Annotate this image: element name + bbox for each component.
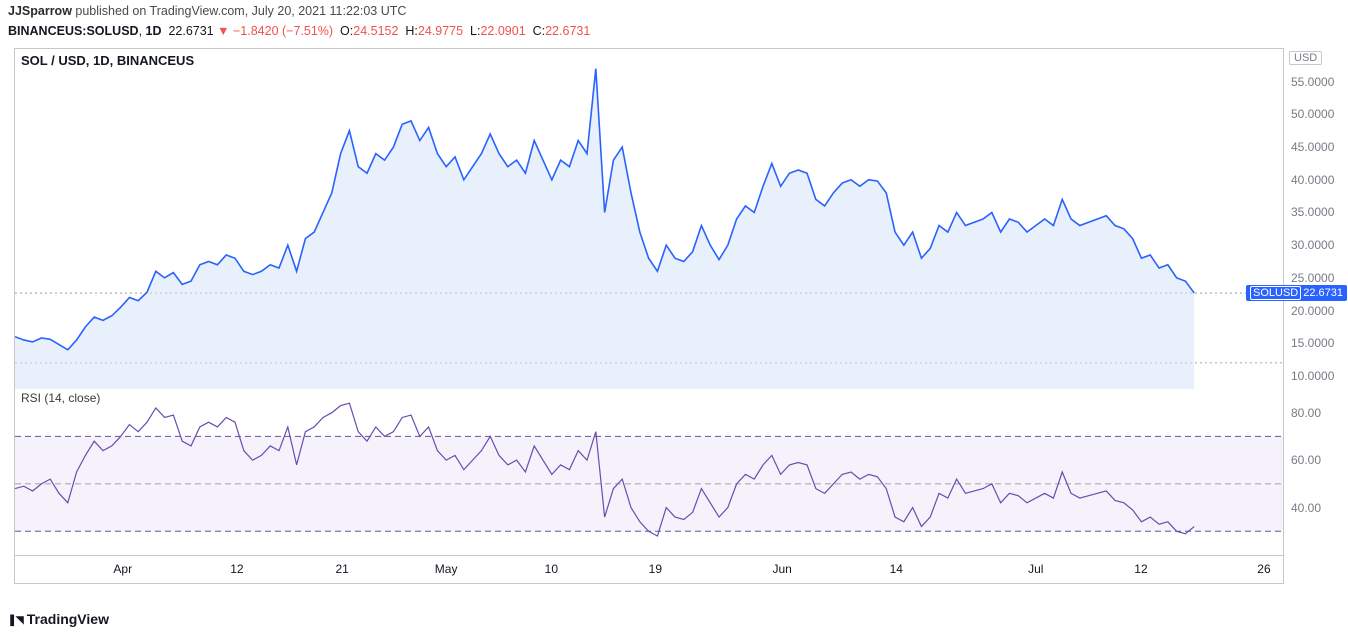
interval: 1D	[146, 24, 162, 38]
date-tick: May	[435, 562, 458, 576]
y-tick: 20.0000	[1291, 304, 1334, 318]
rsi-y-tick: 60.00	[1291, 453, 1321, 467]
date-tick: Jun	[772, 562, 791, 576]
rsi-panel[interactable]: RSI (14, close) 40.0060.0080.00	[15, 389, 1283, 555]
price-area-chart	[15, 49, 1283, 389]
rsi-y-tick: 80.00	[1291, 406, 1321, 420]
flag-value: 22.6731	[1303, 287, 1343, 299]
close-value: 22.6731	[545, 24, 590, 38]
flag-symbol: SOLUSD	[1250, 286, 1301, 300]
publish-line: JJSparrow published on TradingView.com, …	[8, 4, 406, 18]
change-pct: (−7.51%)	[282, 24, 333, 38]
y-tick: 15.0000	[1291, 336, 1334, 350]
open-value: 24.5152	[353, 24, 398, 38]
date-tick: 12	[230, 562, 243, 576]
logo-icon: ❚◥	[8, 612, 23, 628]
currency-badge: USD	[1289, 51, 1322, 65]
date-tick: 21	[335, 562, 348, 576]
last-price: 22.6731	[168, 24, 213, 38]
rsi-y-tick: 40.00	[1291, 501, 1321, 515]
y-tick: 30.0000	[1291, 238, 1334, 252]
logo-text: TradingView	[27, 611, 109, 627]
y-tick: 45.0000	[1291, 140, 1334, 154]
publisher-name: JJSparrow	[8, 4, 72, 18]
rsi-y-axis: 40.00 60.00 80.00	[1287, 389, 1343, 555]
rsi-panel-title: RSI (14, close)	[21, 391, 100, 405]
arrow-down-icon: ▼	[217, 24, 229, 38]
date-tick: 26	[1257, 562, 1270, 576]
y-tick: 25.0000	[1291, 271, 1334, 285]
rsi-line-chart	[15, 389, 1283, 555]
high-value: 24.9775	[418, 24, 463, 38]
change-abs: −1.8420	[233, 24, 279, 38]
y-tick: 40.0000	[1291, 173, 1334, 187]
open-label: O:	[340, 24, 353, 38]
price-panel-title: SOL / USD, 1D, BINANCEUS	[21, 53, 194, 68]
y-tick: 35.0000	[1291, 205, 1334, 219]
symbol-ticker: BINANCEUS:SOLUSD	[8, 24, 139, 38]
symbol-info-bar: BINANCEUS:SOLUSD, 1D 22.6731 ▼ −1.8420 (…	[8, 24, 590, 38]
close-label: C:	[533, 24, 546, 38]
date-tick: 14	[890, 562, 903, 576]
chart-frame[interactable]: SOL / USD, 1D, BINANCEUS USD 10.000015.0…	[14, 48, 1284, 584]
low-label: L:	[470, 24, 480, 38]
tradingview-logo: ❚◥ TradingView	[8, 611, 109, 628]
y-tick: 50.0000	[1291, 107, 1334, 121]
high-label: H:	[405, 24, 418, 38]
date-tick: Jul	[1028, 562, 1043, 576]
date-axis: Apr 12 21 May 10 19 Jun 14 Jul 12 26	[15, 555, 1283, 583]
y-tick: 10.0000	[1291, 369, 1334, 383]
date-tick: 12	[1134, 562, 1147, 576]
price-panel[interactable]: SOL / USD, 1D, BINANCEUS USD 10.000015.0…	[15, 49, 1283, 389]
date-tick: 10	[545, 562, 558, 576]
low-value: 22.0901	[480, 24, 525, 38]
price-y-axis: USD 10.0000 15.0000 20.0000 25.0000 30.0000 3…	[1287, 49, 1343, 389]
price-flag: SOLUSD22.6731	[1246, 285, 1347, 301]
publish-meta: published on TradingView.com, July 20, 2…	[72, 4, 406, 18]
date-tick: 19	[649, 562, 662, 576]
y-tick: 55.0000	[1291, 75, 1334, 89]
date-tick: Apr	[113, 562, 132, 576]
